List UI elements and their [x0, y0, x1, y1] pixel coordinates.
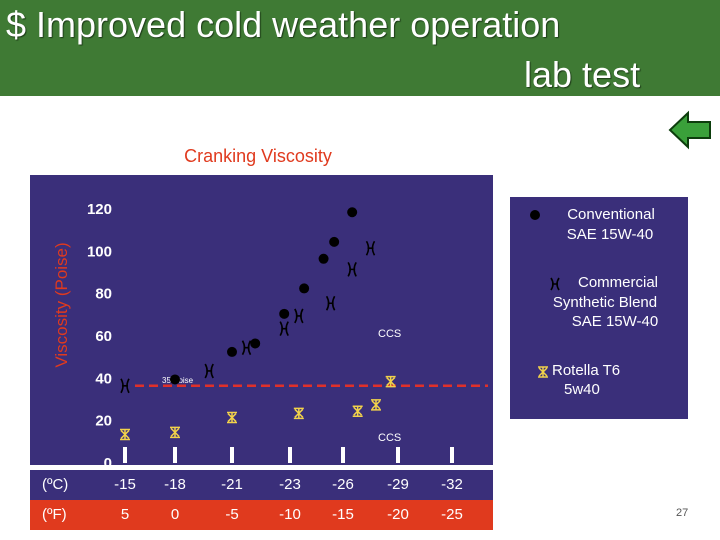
conventional-point: [170, 374, 180, 385]
back-arrow-icon[interactable]: [668, 110, 712, 150]
conventional-point: [299, 283, 310, 294]
conventional-point: [329, 236, 340, 247]
rotella-point: [170, 426, 180, 439]
conventional-point: [347, 207, 358, 218]
celsius-label: (ºC): [42, 476, 69, 493]
back-arrow-svg: [668, 110, 711, 150]
x-tick-mark: [123, 447, 127, 463]
celsius-cell: -15: [114, 476, 136, 493]
conventional-point: [227, 346, 237, 357]
legend-conventional-line2: SAE 15W-40: [566, 226, 654, 243]
rotella-point: [385, 375, 396, 388]
y-tick-label: 100: [87, 243, 112, 260]
y-tick-label: 120: [87, 201, 112, 218]
legend-cross-icon: [550, 277, 560, 291]
legend-commercial-line1: Commercial: [577, 274, 658, 291]
commercial-point: [347, 261, 357, 277]
conventional-point: [318, 253, 329, 264]
fahrenheit-cell: -20: [387, 506, 409, 523]
legend-star-icon: [538, 366, 548, 378]
fahrenheit-cell: 0: [170, 506, 180, 523]
y-tick-label: 80: [95, 286, 112, 303]
rotella-point: [120, 428, 130, 441]
legend-commercial-line3: SAE 15W-40: [571, 313, 659, 330]
y-axis-label: Viscosity (Poise): [52, 242, 71, 367]
y-tick-label: 20: [95, 413, 112, 430]
chart-title: Cranking Viscosity: [184, 146, 332, 166]
x-axis-tick-marks: [123, 447, 454, 463]
legend-rotella-line2: 5w40: [564, 381, 600, 398]
x-tick-mark: [173, 447, 177, 463]
ccs-annotations: CCS CCS: [378, 328, 401, 444]
fahrenheit-label: (ºF): [42, 506, 67, 523]
slide-title-line-1: $ Improved cold weather operation: [6, 4, 561, 45]
x-tick-mark: [341, 447, 345, 463]
chart-marks: [120, 207, 396, 441]
legend-commercial-line2: Synthetic Blend: [552, 294, 658, 311]
ccs-label: CCS: [378, 328, 401, 340]
fahrenheit-cell: 5: [120, 506, 130, 523]
rotella-point: [293, 407, 304, 420]
ccs-label: CCS: [378, 432, 401, 444]
fahrenheit-cell: -5: [225, 506, 239, 523]
x-tick-mark: [230, 447, 234, 463]
legend-dot-icon: [530, 210, 540, 220]
y-tick-label: 60: [95, 328, 112, 345]
fahrenheit-row: (ºF) 5 0 -5 -10 -15 -20 -25: [30, 500, 493, 530]
commercial-point: [279, 321, 289, 337]
celsius-cell: -29: [387, 476, 409, 493]
x-tick-mark: [396, 447, 400, 463]
fahrenheit-cell: -25: [441, 506, 463, 523]
celsius-cell: -18: [164, 476, 186, 493]
y-axis-ticks: 0 20 40 60 80 100 120: [87, 201, 112, 472]
celsius-cell: -26: [332, 476, 354, 493]
commercial-point: [365, 240, 376, 256]
y-tick-label: 40: [95, 370, 112, 387]
commercial-point: [294, 308, 304, 324]
legend-rotella-line1: Rotella T6: [552, 362, 621, 379]
commercial-point: [120, 378, 130, 394]
commercial-point: [241, 340, 252, 356]
page-number: 27: [676, 507, 689, 519]
conventional-point: [279, 308, 290, 319]
slide-title-line-2: lab test: [524, 54, 641, 95]
fahrenheit-cell: -15: [332, 506, 354, 523]
plot-area: [30, 175, 493, 465]
conventional-point: [250, 338, 261, 349]
fahrenheit-cell: -10: [279, 506, 301, 523]
title-banner: $ Improved cold weather operation lab te…: [0, 0, 720, 96]
x-tick-mark: [288, 447, 292, 463]
y-tick-label: 0: [104, 455, 112, 472]
celsius-cell: -23: [279, 476, 301, 493]
rotella-point: [352, 405, 363, 417]
legend-panel: Conventional SAE 15W-40 Commercial Synth…: [510, 197, 688, 419]
celsius-row: (ºC) -15 -18 -21 -23 -26 -29 -32: [30, 470, 493, 500]
commercial-point: [325, 295, 336, 311]
celsius-cell: -21: [221, 476, 243, 493]
commercial-point: [204, 363, 214, 379]
rotella-point: [227, 411, 237, 424]
rotella-point: [371, 399, 381, 411]
x-tick-mark: [450, 447, 454, 463]
celsius-cell: -32: [441, 476, 463, 493]
legend-conventional-line1: Conventional: [567, 206, 655, 223]
